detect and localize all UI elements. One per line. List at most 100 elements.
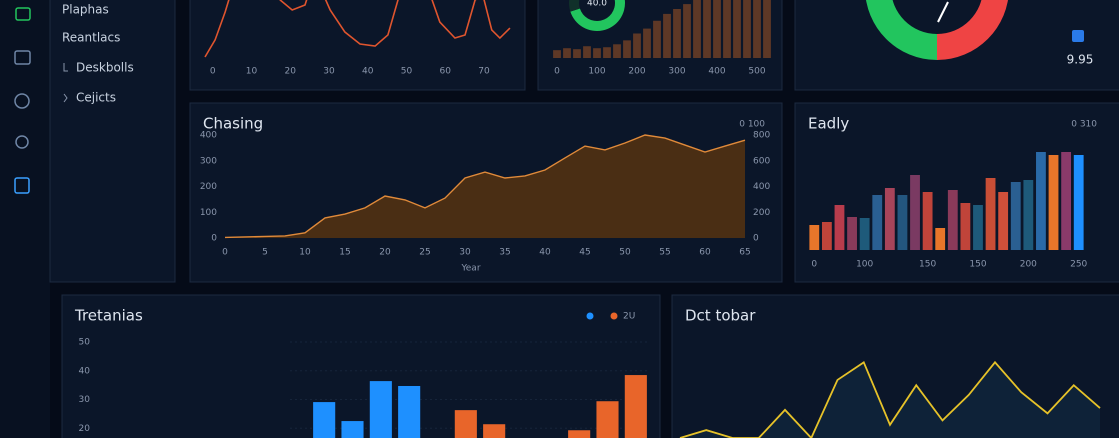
bar <box>834 205 845 250</box>
x-tick-label: 35 <box>499 248 510 258</box>
bar <box>1010 182 1021 250</box>
bar <box>553 50 561 58</box>
bar <box>763 0 771 58</box>
x-tick-label: 0 <box>210 67 216 77</box>
icon-rail <box>0 0 50 438</box>
nav-item[interactable]: Reantlacs <box>62 31 120 45</box>
panel <box>61 294 661 438</box>
y-tick-label: 30 <box>79 395 91 405</box>
needle <box>937 1 949 23</box>
bar <box>872 195 883 250</box>
x-tick-label: 300 <box>668 67 685 77</box>
icon[interactable] <box>15 135 29 149</box>
donut-segment <box>866 0 937 60</box>
legend-swatch <box>586 312 594 320</box>
y-tick-label: 40 <box>79 366 91 376</box>
bar <box>1036 152 1046 250</box>
y-tick-label: 200 <box>753 208 770 218</box>
bar <box>935 228 946 250</box>
bar <box>673 9 681 58</box>
bar <box>624 375 647 438</box>
bar <box>821 222 832 250</box>
donut-segment <box>937 0 1008 60</box>
bar <box>593 48 601 58</box>
x-tick-label: 100 <box>588 67 605 77</box>
x-tick-label: 0 <box>554 67 560 77</box>
legend-swatch <box>610 312 618 320</box>
corner-label: 0 310 <box>1071 120 1097 130</box>
nav-item[interactable]: Deskbolls <box>76 61 134 75</box>
bar <box>973 205 983 250</box>
bar <box>713 0 721 59</box>
bar <box>633 33 641 58</box>
x-tick-label: 200 <box>628 67 645 77</box>
x-tick-label: 0 <box>222 248 228 258</box>
bar <box>596 401 619 438</box>
bar <box>563 48 571 58</box>
x-tick-label: 150 <box>919 260 936 270</box>
bar <box>398 385 421 438</box>
bar <box>1048 155 1059 250</box>
y-tick-label: 200 <box>200 182 217 192</box>
panel <box>189 0 526 91</box>
bar <box>653 20 661 58</box>
bar <box>369 381 392 438</box>
x-tick-label: 55 <box>659 248 670 258</box>
x-tick-label: 60 <box>699 248 711 258</box>
bar <box>603 47 611 58</box>
chart-title: Eadly <box>808 115 849 133</box>
bar <box>313 402 336 438</box>
x-tick-label: 400 <box>708 67 725 77</box>
x-tick-label: 15 <box>339 248 350 258</box>
x-tick-label: 10 <box>246 67 258 77</box>
nav-item[interactable]: Plaphas <box>62 3 109 17</box>
bar <box>947 190 958 250</box>
y-tick-label: 20 <box>79 424 91 434</box>
x-tick-label: 25 <box>419 248 430 258</box>
chart-title: Dct tobar <box>685 307 756 325</box>
donut-segment <box>570 0 625 31</box>
bar <box>573 49 581 58</box>
icon[interactable] <box>14 93 30 109</box>
bar <box>693 0 701 58</box>
x-tick-label: 40 <box>539 248 551 258</box>
icon[interactable] <box>14 177 30 194</box>
bar <box>623 40 631 58</box>
bar <box>922 192 933 250</box>
x-tick-label: 60 <box>440 67 452 77</box>
nav-item[interactable]: Cejicts <box>76 91 116 105</box>
bar <box>613 44 621 58</box>
rail-icons <box>14 7 31 194</box>
x-tick-label: 150 <box>969 260 986 270</box>
chart-title: Chasing <box>203 115 263 133</box>
bar <box>454 410 477 438</box>
x-tick-label: 30 <box>323 67 335 77</box>
bar <box>910 175 920 250</box>
line <box>679 360 1101 438</box>
x-tick-label: 70 <box>478 67 490 77</box>
y-tick-label: 400 <box>753 182 770 192</box>
y-tick-label: 50 <box>79 338 91 348</box>
bar <box>884 188 895 250</box>
x-tick-label: 65 <box>739 248 750 258</box>
chevron <box>63 93 68 103</box>
bar <box>1061 152 1072 250</box>
icon[interactable] <box>15 7 31 21</box>
bar <box>960 203 971 250</box>
chart-title: Tretanias <box>74 307 143 325</box>
bar <box>753 0 761 58</box>
icon[interactable] <box>14 50 31 65</box>
x-tick-label: 5 <box>262 248 268 258</box>
x-tick-label: 40 <box>362 67 374 77</box>
badge-icon <box>1072 30 1084 42</box>
bar <box>998 192 1009 250</box>
bar <box>483 424 506 438</box>
legend-label: 2U <box>623 312 635 322</box>
x-tick-label: 30 <box>459 248 471 258</box>
x-tick-label: 50 <box>619 248 631 258</box>
bar <box>643 28 651 58</box>
corner-label: 0 100 <box>739 120 765 130</box>
bar <box>341 421 364 438</box>
bar <box>743 0 751 58</box>
bar <box>847 217 857 250</box>
